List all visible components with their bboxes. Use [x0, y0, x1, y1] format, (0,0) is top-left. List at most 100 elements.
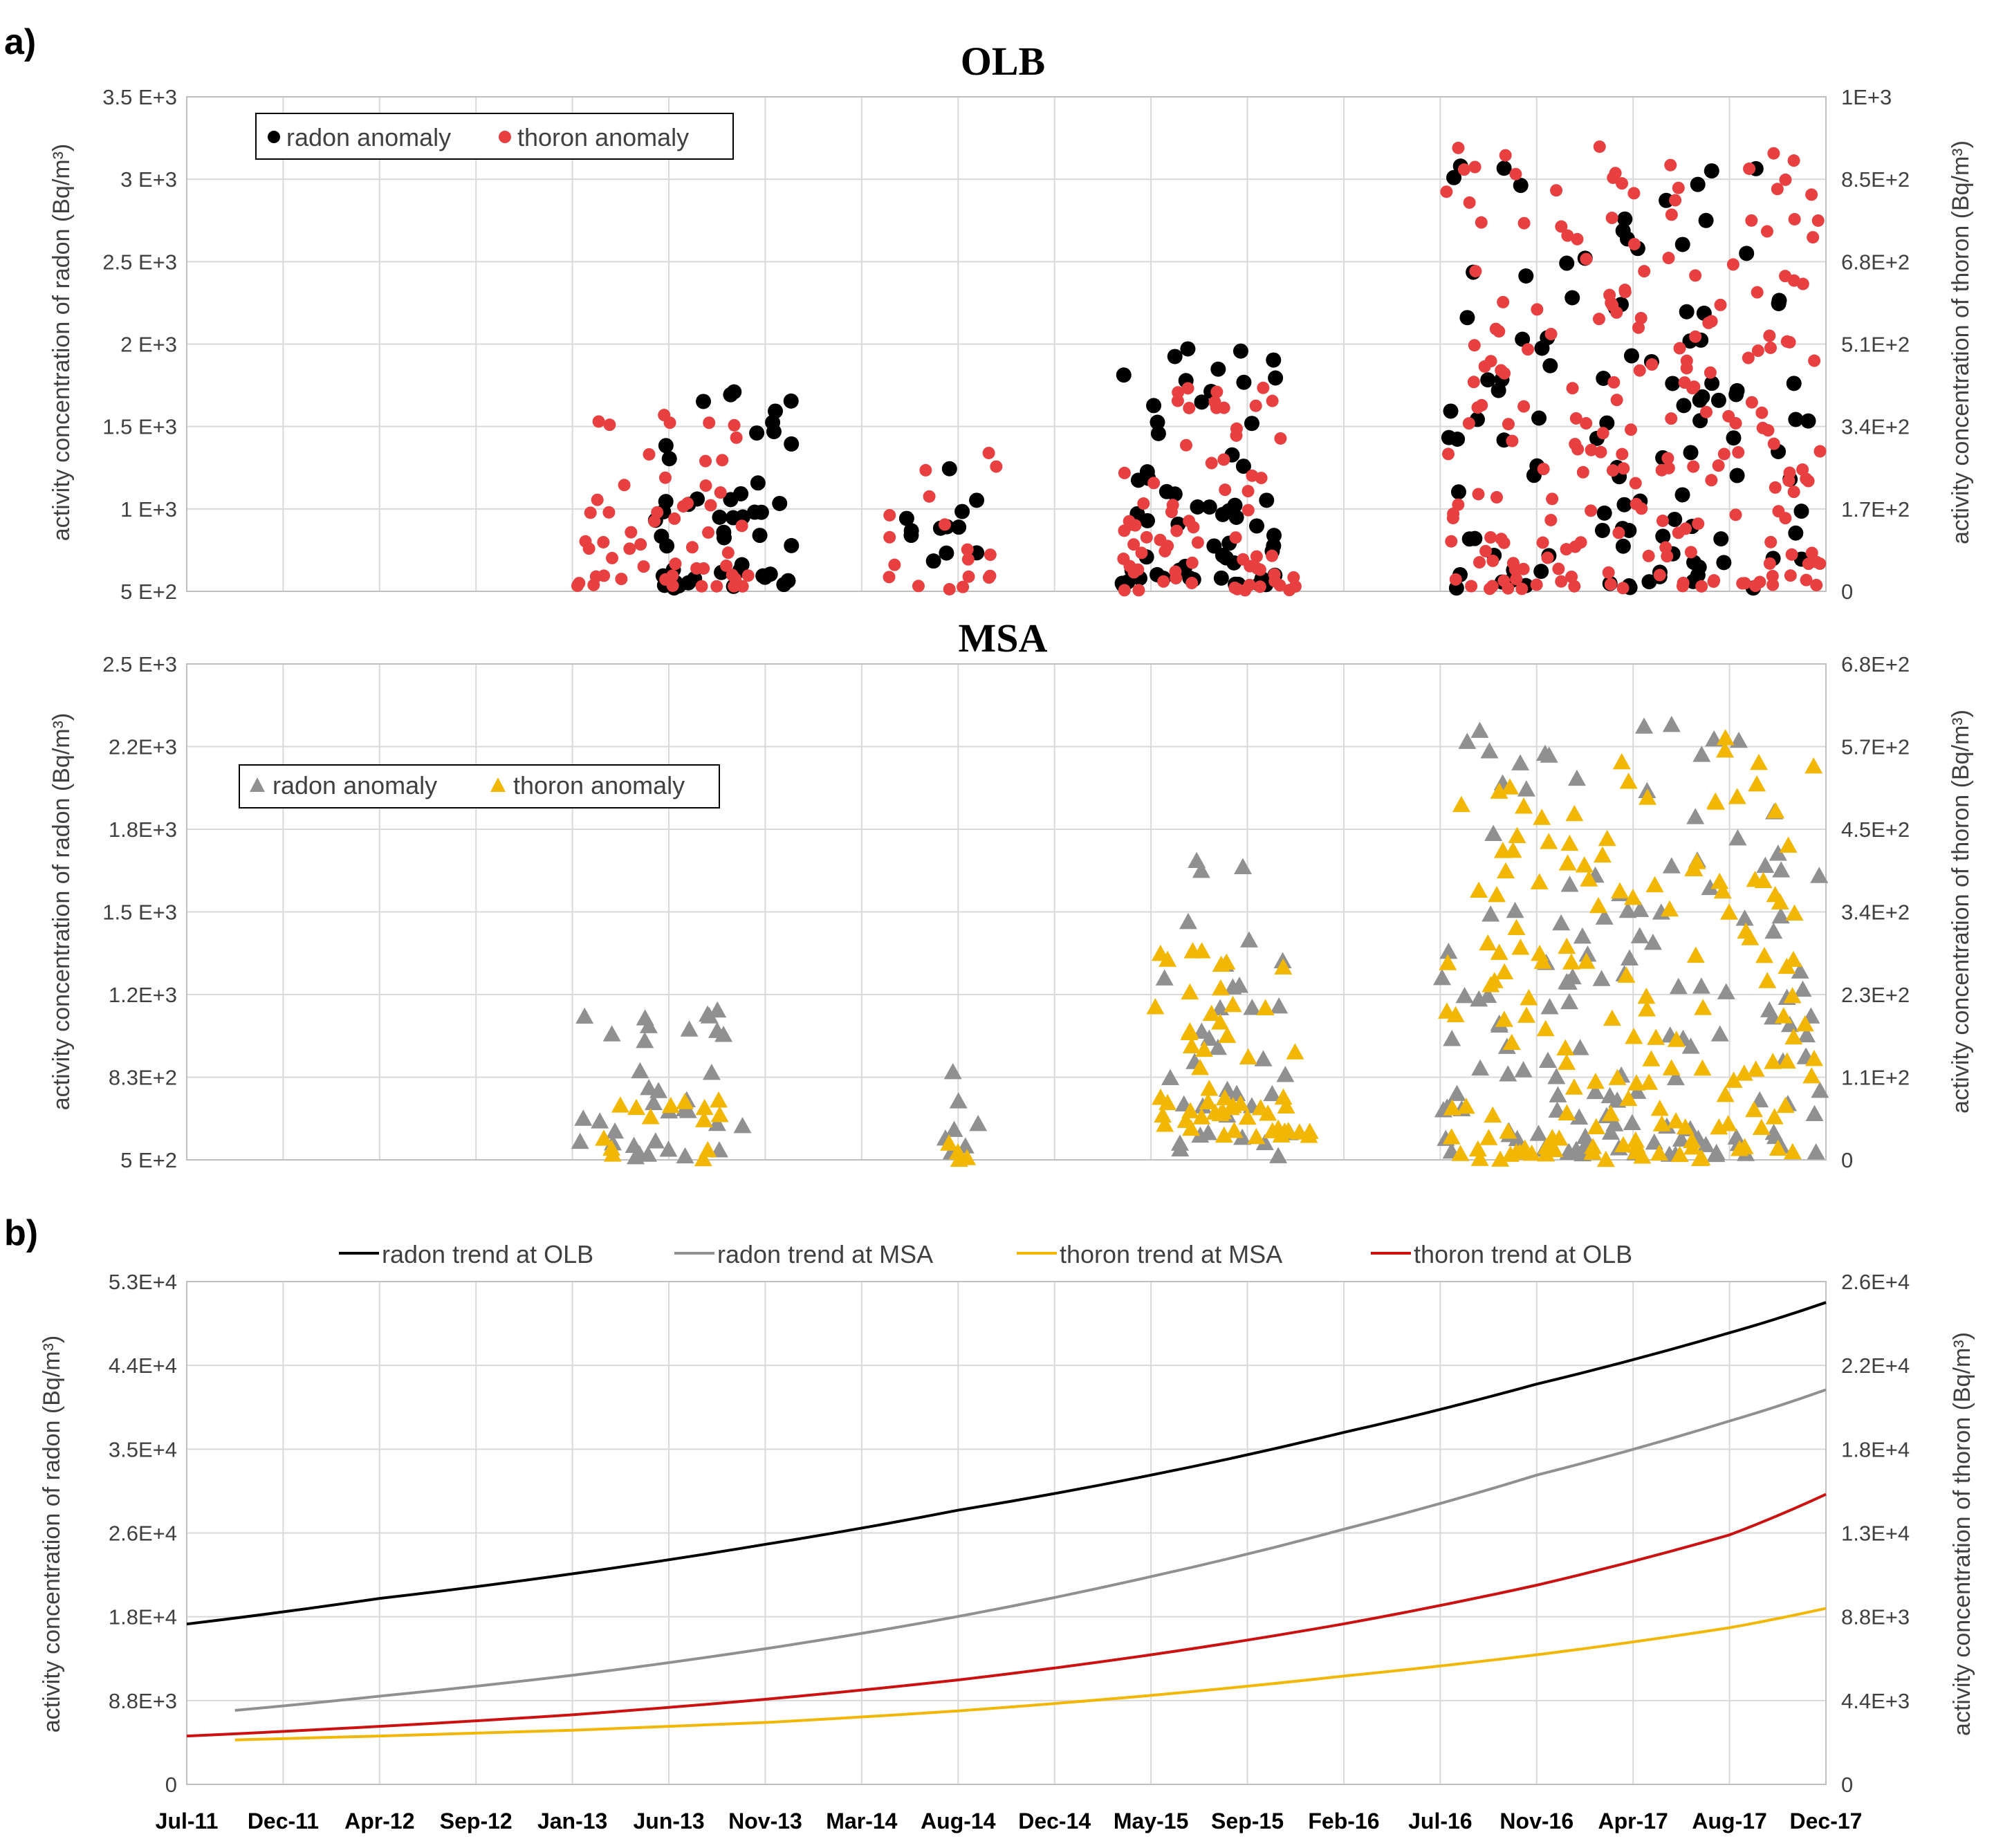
- data-point: [1140, 530, 1153, 544]
- data-point: [1680, 362, 1693, 375]
- data-point: [1585, 443, 1598, 456]
- data-point: [1268, 370, 1284, 386]
- data-point: [661, 451, 677, 467]
- data-point: [1788, 525, 1804, 541]
- data-point: [1679, 522, 1692, 535]
- data-point: [1150, 425, 1166, 441]
- data-point: [1555, 575, 1568, 588]
- data-point: [1497, 574, 1511, 587]
- data-point: [1780, 335, 1793, 348]
- msa-legend-marker-radon: [250, 777, 265, 792]
- data-point: [1730, 1140, 1749, 1156]
- data-point: [1484, 824, 1503, 841]
- data-point: [1506, 901, 1524, 918]
- data-point: [1274, 958, 1293, 974]
- data-point: [591, 493, 604, 506]
- data-point: [1181, 382, 1194, 395]
- x-tick-label: Nov-16: [1499, 1809, 1573, 1833]
- data-point: [1623, 348, 1639, 364]
- data-point: [1695, 580, 1708, 593]
- x-tick-label: Dec-11: [248, 1809, 319, 1833]
- y-tick-left: 1.8E+4: [109, 1605, 177, 1629]
- data-point: [1769, 844, 1787, 861]
- data-point: [1612, 526, 1625, 539]
- data-point: [1497, 536, 1511, 549]
- data-point: [1118, 584, 1131, 597]
- data-point: [1788, 212, 1801, 225]
- data-point: [1502, 1033, 1521, 1051]
- data-point: [733, 486, 749, 501]
- msa-ylabel-right: activity concentration of thoron (Bq/m³): [1948, 710, 1974, 1114]
- data-point: [592, 415, 605, 428]
- data-point: [1468, 339, 1481, 352]
- data-point: [1183, 515, 1196, 528]
- data-point: [1616, 177, 1629, 190]
- x-tick-label: Sep-12: [440, 1809, 513, 1833]
- data-point: [1638, 265, 1651, 278]
- data-point: [1452, 795, 1470, 813]
- data-point: [1633, 1147, 1652, 1164]
- data-point: [1772, 861, 1791, 878]
- data-point: [1518, 268, 1534, 284]
- data-point: [1522, 343, 1535, 356]
- data-point: [710, 1091, 728, 1108]
- data-point: [1534, 340, 1550, 356]
- data-point: [943, 1062, 962, 1080]
- data-point: [1758, 972, 1777, 988]
- data-point: [1507, 918, 1526, 936]
- data-point: [1704, 366, 1717, 379]
- data-point: [1249, 399, 1262, 412]
- data-point: [943, 582, 956, 595]
- msa-legend-marker-thoron: [490, 777, 506, 792]
- y-tick-right: 5.7E+2: [1841, 735, 1910, 759]
- data-point: [1531, 303, 1544, 316]
- data-point: [1800, 413, 1816, 429]
- data-point: [1182, 1037, 1201, 1053]
- data-point: [982, 446, 995, 459]
- data-point: [1754, 871, 1773, 889]
- data-point: [1715, 741, 1734, 758]
- data-point: [1566, 382, 1579, 395]
- data-point: [574, 1109, 593, 1126]
- data-point: [912, 580, 925, 593]
- data-point: [1229, 531, 1242, 544]
- data-point: [1689, 330, 1702, 343]
- data-point: [1741, 929, 1760, 945]
- data-point: [1484, 1106, 1502, 1123]
- data-point: [1165, 506, 1178, 519]
- data-point: [1751, 344, 1764, 358]
- data-point: [1486, 554, 1499, 567]
- y-tick-right: 4.5E+2: [1841, 817, 1910, 842]
- data-point: [1669, 977, 1688, 995]
- data-point: [762, 566, 778, 582]
- data-point: [1805, 188, 1818, 201]
- data-point: [1239, 1048, 1257, 1065]
- data-point: [1662, 857, 1681, 874]
- data-point: [1228, 581, 1242, 594]
- data-point: [1167, 349, 1183, 364]
- data-point: [1227, 497, 1243, 513]
- data-point: [1457, 1097, 1475, 1114]
- data-point: [1752, 1118, 1771, 1136]
- data-point: [1531, 410, 1547, 426]
- data-point: [1459, 310, 1475, 326]
- data-point: [1766, 802, 1785, 819]
- data-point: [1441, 429, 1457, 445]
- data-point: [1510, 573, 1523, 586]
- data-point: [720, 559, 733, 572]
- x-tick-label: Jan-13: [537, 1809, 607, 1833]
- data-point: [1742, 351, 1755, 364]
- data-point: [1547, 1068, 1566, 1084]
- data-point: [1517, 400, 1531, 413]
- data-point: [1667, 1112, 1686, 1129]
- data-point: [714, 486, 727, 499]
- data-point: [623, 542, 636, 555]
- data-point: [1568, 580, 1581, 593]
- data-point: [1637, 987, 1656, 1004]
- data-point: [1238, 1108, 1257, 1125]
- data-point: [1804, 757, 1823, 774]
- data-point: [1606, 464, 1619, 477]
- data-point: [1738, 577, 1751, 590]
- data-point: [1813, 557, 1827, 571]
- data-point: [676, 1093, 694, 1109]
